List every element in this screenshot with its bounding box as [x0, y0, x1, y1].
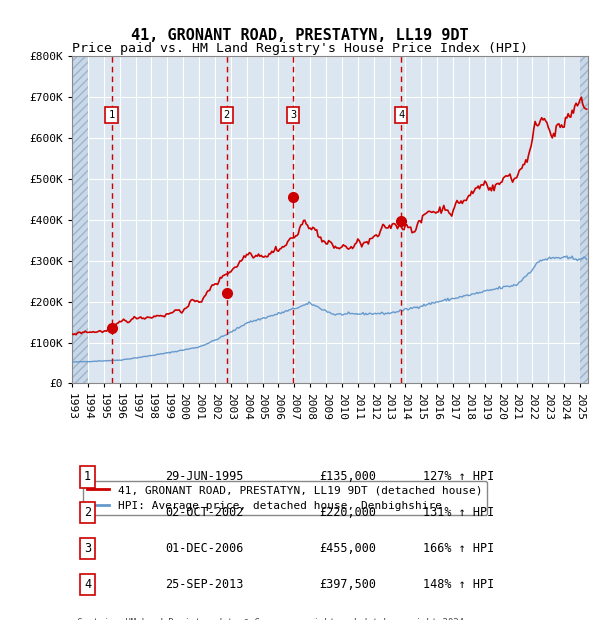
Text: 02-OCT-2002: 02-OCT-2002	[165, 507, 243, 520]
Text: Price paid vs. HM Land Registry's House Price Index (HPI): Price paid vs. HM Land Registry's House …	[72, 42, 528, 55]
Text: 148% ↑ HPI: 148% ↑ HPI	[423, 578, 494, 591]
Text: £455,000: £455,000	[320, 542, 377, 555]
Text: £397,500: £397,500	[320, 578, 377, 591]
Text: 2: 2	[224, 110, 230, 120]
Text: 4: 4	[398, 110, 404, 120]
Text: 29-JUN-1995: 29-JUN-1995	[165, 471, 243, 484]
Text: 1: 1	[84, 471, 91, 484]
Bar	[72, 56, 80, 384]
Text: 01-DEC-2006: 01-DEC-2006	[165, 542, 243, 555]
Text: 127% ↑ HPI: 127% ↑ HPI	[423, 471, 494, 484]
Text: 131% ↑ HPI: 131% ↑ HPI	[423, 507, 494, 520]
Text: 2: 2	[84, 507, 91, 520]
Text: 41, GRONANT ROAD, PRESTATYN, LL19 9DT: 41, GRONANT ROAD, PRESTATYN, LL19 9DT	[131, 28, 469, 43]
Text: 3: 3	[290, 110, 296, 120]
Text: 4: 4	[84, 578, 91, 591]
Text: 166% ↑ HPI: 166% ↑ HPI	[423, 542, 494, 555]
Text: £220,000: £220,000	[320, 507, 377, 520]
Text: 25-SEP-2013: 25-SEP-2013	[165, 578, 243, 591]
Legend: 41, GRONANT ROAD, PRESTATYN, LL19 9DT (detached house), HPI: Average price, deta: 41, GRONANT ROAD, PRESTATYN, LL19 9DT (d…	[83, 480, 487, 515]
Text: £135,000: £135,000	[320, 471, 377, 484]
Text: 1: 1	[109, 110, 115, 120]
Text: Contains HM Land Registry data © Crown copyright and database right 2024.: Contains HM Land Registry data © Crown c…	[77, 618, 470, 620]
Text: 3: 3	[84, 542, 91, 555]
